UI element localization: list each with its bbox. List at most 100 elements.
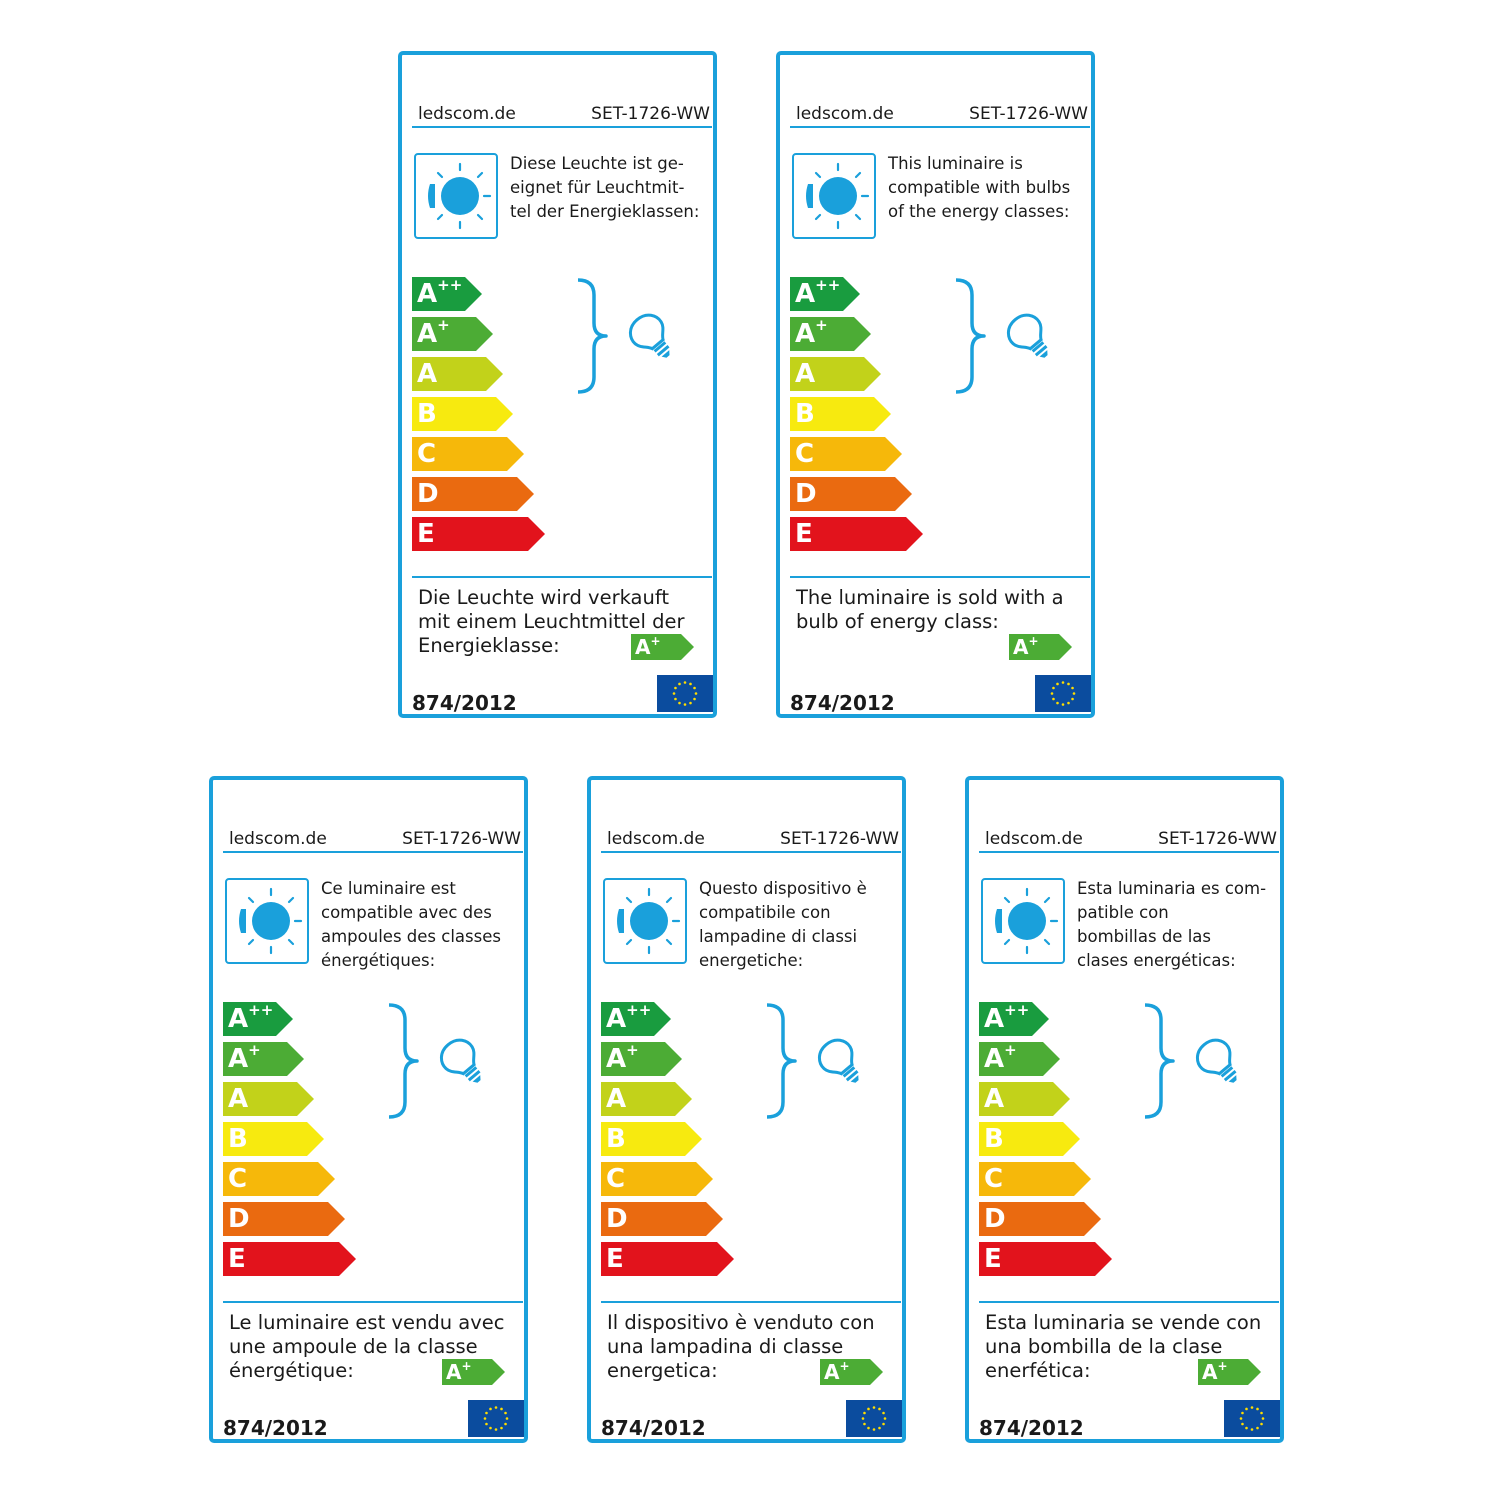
energy-class-arrow: B: [790, 397, 891, 431]
section-divider: [979, 1301, 1279, 1303]
energy-class-arrow: A: [979, 1082, 1070, 1116]
model-number: SET-1726-WW: [969, 104, 1088, 124]
energy-label-card-en: ledscom.de SET-1726-WW This luminaire is…: [776, 51, 1095, 718]
compatible-range-brace: [766, 1003, 797, 1119]
energy-class-arrow: E: [790, 517, 923, 551]
energy-label-card-de: ledscom.de SET-1726-WW Diese Leuchte ist…: [398, 51, 717, 718]
sold-class-badge: A+: [442, 1359, 506, 1389]
eu-flag-icon: [657, 675, 713, 712]
energy-class-label: E: [795, 517, 813, 551]
sold-with-text: Il dispositivo è venduto con una lampadin…: [607, 1311, 897, 1383]
model-number: SET-1726-WW: [591, 104, 710, 124]
sold-with-text-line: enerfética:: [985, 1359, 1091, 1382]
sold-class-label: A+: [1202, 1359, 1228, 1388]
compatibility-text-line: lampadine di classi: [699, 927, 858, 946]
energy-class-letter: A: [228, 1004, 249, 1034]
energy-class-letter: E: [417, 519, 435, 549]
sold-class-label: A+: [824, 1359, 850, 1388]
compatibility-text: Esta luminaria es com-patible con bombill…: [1077, 877, 1287, 973]
sold-class-modifier: +: [461, 1359, 472, 1373]
compatibility-text-line: clases energéticas:: [1077, 951, 1236, 970]
energy-class-label: D: [228, 1202, 250, 1236]
energy-class-modifier: +: [1004, 1041, 1017, 1059]
compatibility-text-line: Esta luminaria es com-: [1077, 879, 1267, 898]
energy-class-letter: C: [417, 439, 437, 469]
energy-class-arrow: A: [223, 1082, 314, 1116]
lamp-sun-icon: [225, 878, 309, 964]
sold-with-text: Esta luminaria se vende con una bombilla …: [985, 1311, 1275, 1383]
eu-flag-icon: [468, 1400, 524, 1437]
compatibility-text-line: Diese Leuchte ist ge-: [510, 154, 684, 173]
energy-class-letter: A: [795, 279, 816, 309]
energy-class-label: E: [417, 517, 435, 551]
energy-class-arrow: E: [223, 1242, 356, 1276]
model-number: SET-1726-WW: [402, 829, 521, 849]
label-header: ledscom.de SET-1726-WW: [979, 829, 1279, 853]
energy-class-modifier: ++: [626, 1001, 652, 1019]
energy-class-arrow: A+: [412, 316, 493, 351]
sold-with-text: Le luminaire est vendu avec une ampoule d…: [229, 1311, 519, 1383]
compatibility-text-line: energetiche:: [699, 951, 804, 970]
energy-class-label: A+: [795, 316, 828, 354]
sold-with-text-line: mit einem Leuchtmittel der: [418, 610, 685, 633]
energy-class-scale: A++ A+ A B C D E: [790, 276, 950, 557]
supplier-site: ledscom.de: [796, 104, 894, 124]
compatibility-text: This luminaire is compatible with bulbs of…: [888, 152, 1098, 224]
compatibility-text-line: This luminaire is: [888, 154, 1023, 173]
energy-class-arrow: A+: [790, 316, 871, 354]
sold-with-text-line: Le luminaire est vendu avec: [229, 1311, 505, 1334]
sold-class-letter: A: [824, 1360, 840, 1384]
energy-class-arrow: A++: [601, 1001, 671, 1036]
energy-class-arrow: A++: [979, 1001, 1049, 1036]
label-header: ledscom.de SET-1726-WW: [412, 104, 712, 128]
energy-class-letter: A: [228, 1084, 249, 1114]
energy-class-letter: C: [228, 1164, 248, 1194]
energy-class-letter: D: [984, 1204, 1006, 1234]
energy-class-letter: C: [606, 1164, 626, 1194]
energy-class-letter: D: [228, 1204, 250, 1234]
energy-class-arrow: D: [223, 1202, 345, 1236]
energy-label-card-fr: ledscom.de SET-1726-WW Ce luminaire est c…: [209, 776, 528, 1443]
energy-class-letter: D: [417, 479, 439, 509]
sold-with-text: The luminaire is sold with a bulb of ener…: [796, 586, 1086, 634]
energy-class-arrow: A+: [223, 1041, 304, 1076]
sold-class-modifier: +: [650, 634, 661, 648]
energy-class-label: A: [228, 1082, 248, 1116]
energy-class-label: A: [417, 357, 437, 391]
energy-class-arrow: D: [790, 477, 912, 511]
energy-class-label: C: [417, 437, 436, 471]
energy-class-label: A: [984, 1082, 1004, 1116]
section-divider: [223, 1301, 523, 1303]
compatibility-text-line: ampoules des classes: [321, 927, 501, 946]
energy-class-letter: D: [606, 1204, 628, 1234]
section-divider: [790, 576, 1090, 578]
light-bulb-icon: [817, 1038, 859, 1083]
eu-flag-icon: [1035, 675, 1091, 712]
energy-class-arrow: E: [412, 517, 545, 551]
light-bulb-icon: [1195, 1038, 1237, 1083]
sold-class-label: A+: [1013, 634, 1039, 663]
energy-class-modifier: +: [626, 1041, 639, 1059]
energy-class-letter: A: [606, 1044, 627, 1074]
sold-class-letter: A: [1013, 635, 1029, 659]
sold-class-modifier: +: [1028, 634, 1039, 648]
energy-class-scale: A++ A+ A B C D E: [601, 1001, 761, 1282]
sold-class-letter: A: [1202, 1360, 1218, 1384]
energy-class-letter: C: [984, 1164, 1004, 1194]
sold-class-modifier: +: [1217, 1359, 1228, 1373]
energy-class-arrow: C: [223, 1162, 335, 1196]
compatibility-text-line: patible con: [1077, 903, 1169, 922]
energy-class-letter: A: [984, 1044, 1005, 1074]
compatibility-text-line: Questo dispositivo è: [699, 879, 867, 898]
lamp-sun-icon: [792, 153, 876, 239]
energy-class-letter: A: [417, 359, 438, 389]
compatibility-text-line: of the energy classes:: [888, 202, 1070, 221]
energy-class-arrow: B: [601, 1122, 702, 1156]
compatibility-text: Ce luminaire est compatible avec des ampou…: [321, 877, 531, 973]
compatibility-text-line: énergétiques:: [321, 951, 436, 970]
energy-class-label: D: [417, 477, 439, 511]
supplier-site: ledscom.de: [229, 829, 327, 849]
regulation-number: 874/2012: [412, 691, 517, 715]
energy-class-label: A++: [795, 276, 840, 314]
compatible-range-brace: [577, 278, 608, 394]
